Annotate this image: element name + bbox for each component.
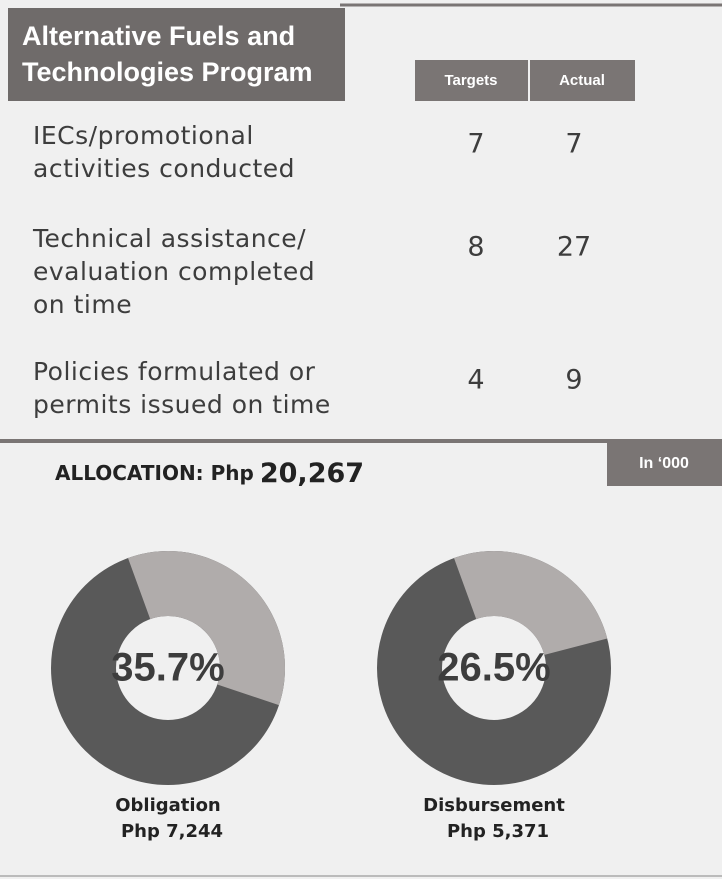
header-cell — [415, 60, 528, 101]
row-label: permits issued on time — [33, 390, 331, 419]
title-line: Technologies Program — [22, 57, 313, 87]
row-value: 7 — [565, 129, 582, 160]
row-value: 7 — [467, 129, 484, 160]
allocation-amount: 20,267 — [260, 458, 364, 489]
row-label: activities conducted — [33, 154, 295, 183]
donut-segment — [127, 551, 285, 706]
donut-caption: Disbursement — [423, 795, 565, 816]
allocation-label: ALLOCATION: Php — [55, 461, 254, 485]
row-value: 9 — [565, 365, 582, 396]
row-label: IECs/promotional — [33, 121, 254, 150]
column-header: Targets — [444, 72, 497, 89]
row-label: Technical assistance/ — [32, 224, 306, 253]
title-line: Alternative Fuels and — [22, 21, 295, 51]
donut-caption: Php 5,371 — [447, 821, 549, 842]
donut-caption: Php 7,244 — [121, 821, 223, 842]
donut-label: 26.5% — [437, 646, 550, 690]
title-box — [8, 8, 345, 101]
donut-segment — [453, 551, 608, 655]
header-cell — [530, 60, 635, 101]
donut-caption: Obligation — [115, 795, 221, 816]
unit-note: In ‘000 — [639, 455, 689, 472]
donut-label: 35.7% — [111, 646, 224, 690]
row-value: 27 — [557, 232, 591, 263]
allocation: ALLOCATION: Php 20,267 — [55, 458, 364, 489]
column-header: Actual — [559, 72, 605, 89]
row-label: Policies formulated or — [33, 357, 316, 386]
row-label: evaluation completed — [33, 257, 315, 286]
row-label: on time — [33, 290, 132, 319]
row-value: 4 — [467, 365, 484, 396]
unit-box — [607, 440, 722, 486]
row-value: 8 — [467, 232, 484, 263]
